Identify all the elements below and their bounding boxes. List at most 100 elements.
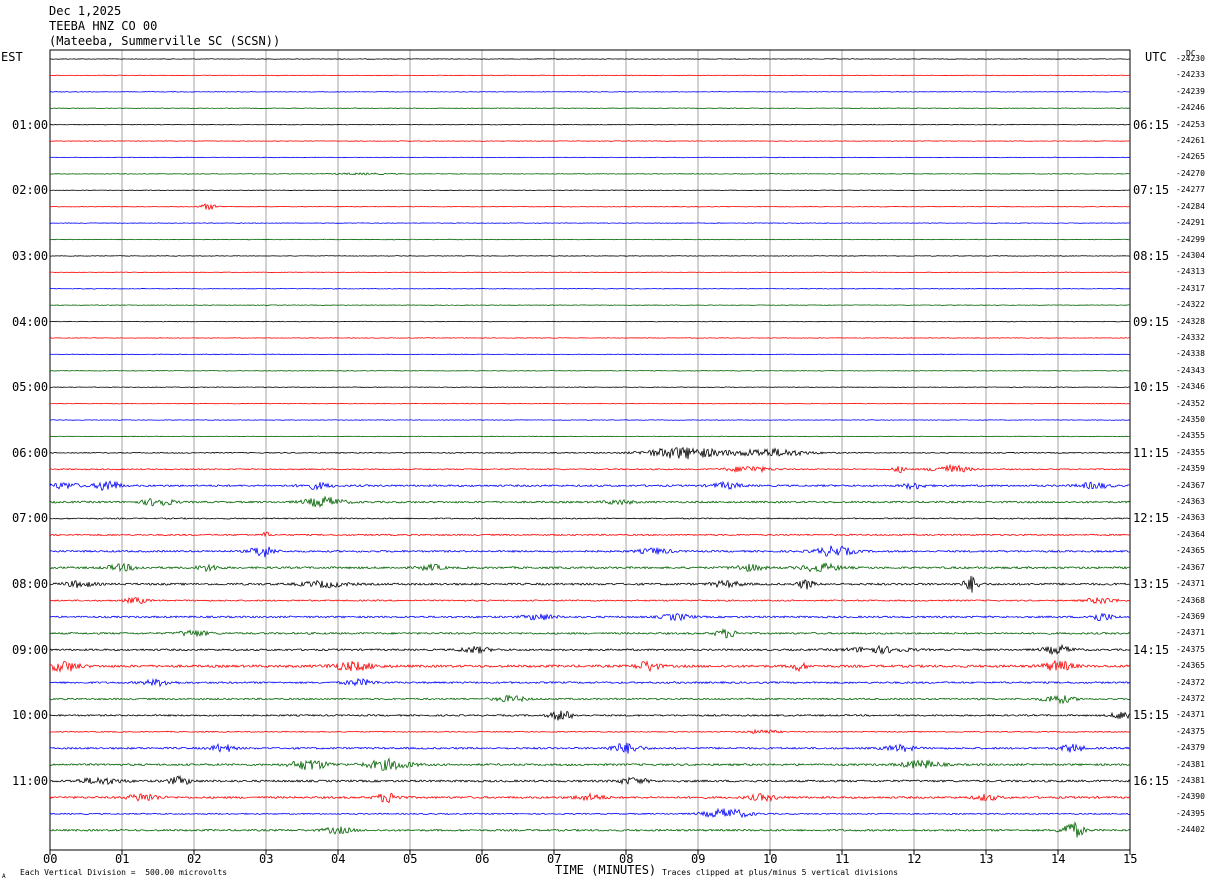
trace-17 [49,337,1131,339]
left-timezone-label: EST [1,50,23,64]
x-tick-label: 11 [835,852,850,866]
dc-offset-value: -24372 [1176,677,1205,687]
trace-10 [49,222,1131,224]
trace-16 [49,320,1131,323]
dc-offset-value: -24261 [1176,136,1205,146]
trace-20 [49,386,1131,388]
trace-47 [49,821,1131,838]
x-tick-label: 08 [619,852,634,866]
trace-13 [49,271,1131,274]
right-hour-label: 15:15 [1133,708,1170,723]
trace-37 [49,659,1131,673]
trace-32 [49,575,1131,593]
dc-offset-value: -24355 [1176,447,1205,457]
right-hour-label: 12:15 [1133,511,1170,526]
trace-44 [49,774,1131,786]
x-tick-label: 12 [907,852,922,866]
dc-offset-value: -24364 [1176,529,1205,539]
dc-offset-value: -24371 [1176,579,1205,589]
right-hour-label: 16:15 [1133,774,1170,789]
trace-7 [49,172,1131,176]
trace-35 [49,628,1131,639]
dc-offset-value: -24299 [1176,234,1205,244]
x-tick-label: 06 [475,852,490,866]
trace-31 [49,562,1131,573]
trace-30 [49,545,1131,558]
right-hour-label: 10:15 [1133,380,1170,395]
trace-15 [49,304,1131,306]
trace-46 [49,807,1131,819]
dc-offset-value: -24332 [1176,332,1205,342]
plot-frame [49,49,1131,851]
trace-12 [49,255,1131,257]
trace-42 [49,742,1131,754]
trace-41 [49,728,1131,734]
dc-offset-value: -24304 [1176,250,1205,260]
dc-offset-value: -24371 [1176,710,1205,720]
x-tick-label: 09 [691,852,706,866]
dc-offset-value: -24265 [1176,152,1205,162]
trace-24 [49,446,1131,460]
trace-1 [49,74,1131,77]
left-hour-label: 04:00 [12,314,49,329]
dc-offset-value: -24369 [1176,611,1205,621]
dc-offset-value: -24365 [1176,546,1205,556]
x-tick-label: 15 [1123,852,1138,866]
trace-25 [49,463,1131,474]
left-hour-label: 11:00 [12,774,49,789]
left-hour-label: 03:00 [12,248,49,263]
dc-offset-value: -24402 [1176,825,1205,835]
left-hour-label: 05:00 [12,380,49,395]
right-hour-label: 13:15 [1133,577,1170,592]
trace-43 [49,757,1131,771]
trace-14 [49,288,1131,290]
x-axis-label: TIME (MINUTES) [555,863,657,877]
x-tick-label: 10 [763,852,778,866]
trace-9 [49,203,1131,211]
clip-note: Traces clipped at plus/minus 5 vertical … [662,868,899,877]
trace-22 [49,419,1131,421]
dc-offset-value: -24284 [1176,201,1205,211]
trace-39 [49,694,1131,705]
trace-27 [49,496,1131,508]
dc-offset-value: -24379 [1176,743,1205,753]
trace-40 [49,710,1131,721]
left-hour-label: 10:00 [12,708,49,723]
left-hour-label: 07:00 [12,511,49,526]
dc-offset-value: -24230 [1176,54,1205,63]
x-tick-label: 13 [979,852,994,866]
dc-offset-value: -24233 [1176,70,1205,80]
right-hour-label: 11:15 [1133,445,1170,460]
dc-offset-value: -24359 [1176,464,1205,474]
dc-offset-value: -24291 [1176,218,1205,228]
left-hour-label: 06:00 [12,445,49,460]
right-hour-label: 09:15 [1133,314,1170,329]
x-tick-label: 14 [1051,852,1066,866]
trace-19 [49,370,1131,372]
trace-18 [49,353,1131,356]
right-hour-label: 07:15 [1133,183,1170,198]
x-tick-label: 07 [547,852,562,866]
trace-23 [49,435,1131,438]
dc-offset-value: -24375 [1176,644,1205,654]
trace-28 [49,517,1131,520]
dc-offset-value: -24253 [1176,119,1205,129]
dc-offset-value: -24371 [1176,628,1205,638]
dc-offset-value: -24346 [1176,382,1205,392]
dc-offset-value: -24375 [1176,726,1205,736]
dc-offset-value: -24395 [1176,808,1205,818]
trace-0 [49,58,1131,60]
dc-offset-value: -24352 [1176,398,1205,408]
x-axis-ticks [49,850,1131,855]
trace-38 [49,677,1131,688]
dc-offset-value: -24355 [1176,431,1205,441]
dc-offset-value: -24363 [1176,497,1205,507]
trace-33 [49,596,1131,605]
dc-offset-value: -24367 [1176,480,1205,490]
dc-offset-value: -24322 [1176,300,1205,310]
dc-offset-value: -24328 [1176,316,1205,326]
trace-layer [49,58,1131,838]
dc-offset-value: -24277 [1176,185,1205,195]
grid-lines [49,49,1131,851]
